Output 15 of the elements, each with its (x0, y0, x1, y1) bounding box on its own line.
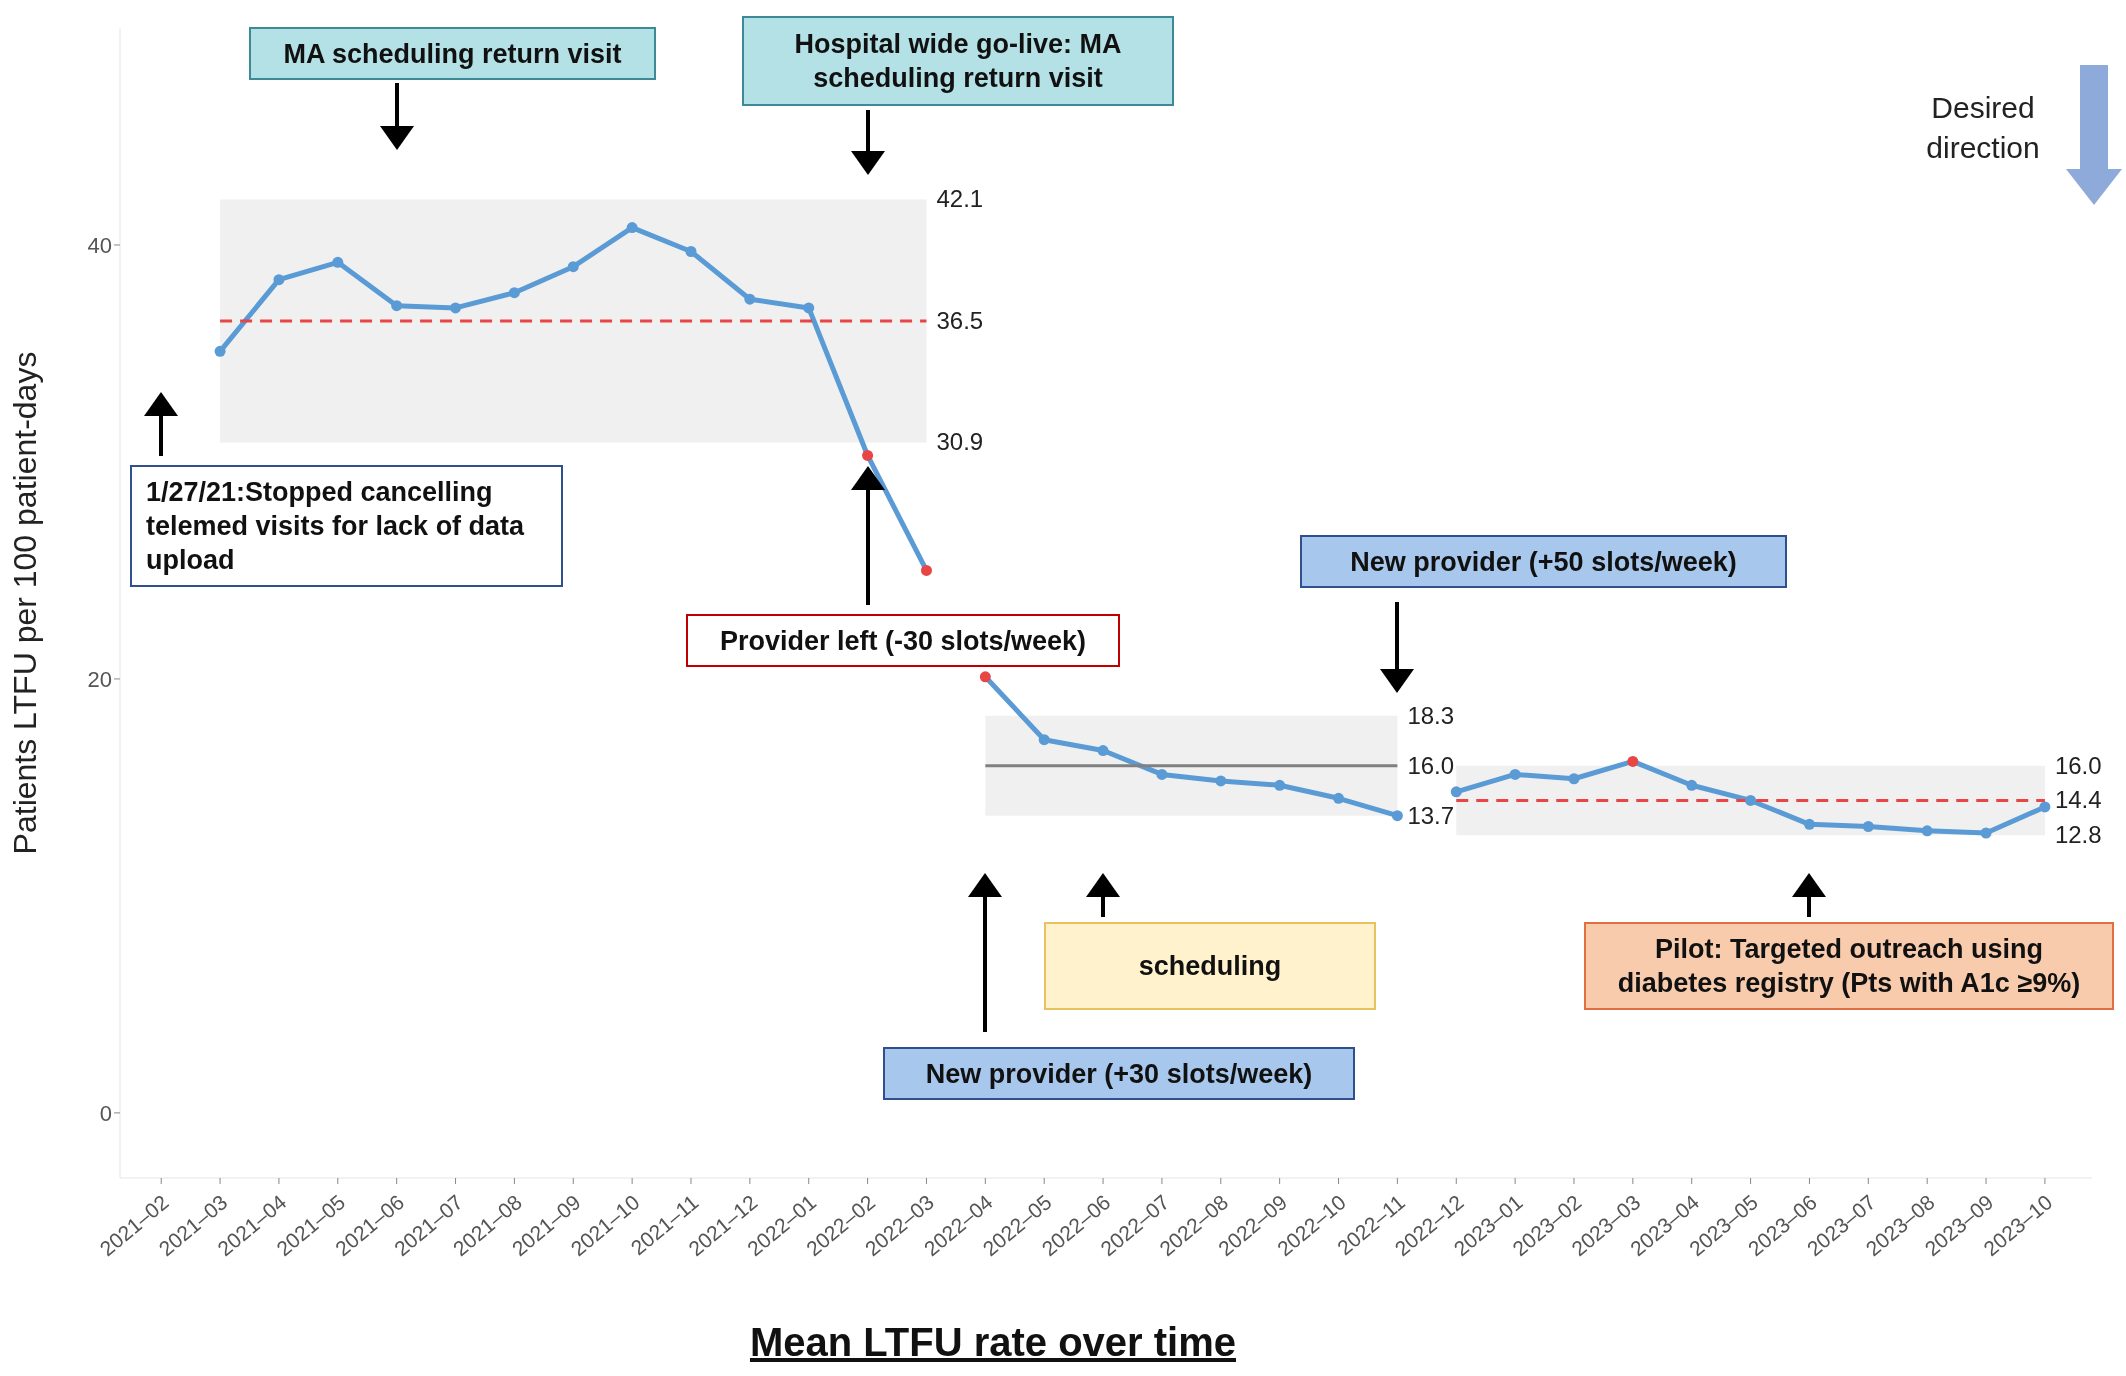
annotation: Desired direction (1925, 90, 2041, 166)
y-axis-title: Patients LTFU per 100 patient-days (7, 351, 44, 855)
annotation: 16.0 (2054, 751, 2102, 780)
annotation: 36.5 (936, 306, 984, 335)
y-tick-label: 40 (87, 232, 112, 258)
annotation: 18.3 (1407, 701, 1455, 730)
annotation: 30.9 (936, 428, 984, 457)
text: Mean LTFU rate over time (748, 1320, 1237, 1365)
annotation: 16.0 (1407, 751, 1455, 780)
annotation: 12.8 (2054, 821, 2102, 850)
y-tick-label: 0 (99, 1100, 112, 1126)
annotation: 42.1 (936, 185, 984, 214)
y-tick-label: 20 (87, 666, 112, 692)
annotation: 13.7 (1407, 801, 1455, 830)
annotation: 14.4 (2054, 786, 2102, 815)
